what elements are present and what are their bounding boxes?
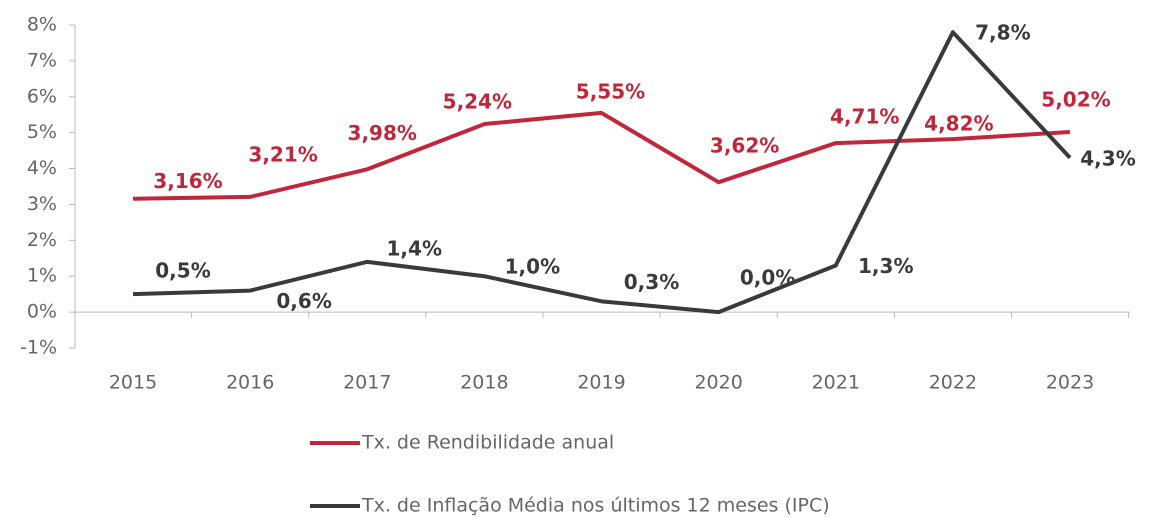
data-label: 0,5% (155, 259, 210, 283)
x-tick-label: 2023 (1046, 372, 1094, 394)
x-tick-label: 2019 (577, 372, 625, 394)
y-tick-label: 7% (27, 49, 57, 71)
y-tick-label: 6% (27, 85, 57, 107)
x-tick-label: 2017 (343, 372, 391, 394)
data-label: 0,6% (276, 289, 331, 313)
x-tick-label: 2022 (929, 372, 977, 394)
x-tick-label: 2018 (460, 372, 508, 394)
x-tick-label: 2021 (812, 372, 860, 394)
data-label: 1,3% (858, 254, 913, 278)
data-label: 4,3% (1080, 146, 1135, 170)
data-label: 0,3% (624, 270, 679, 294)
data-label: 7,8% (975, 21, 1030, 45)
x-tick-label: 2015 (109, 372, 157, 394)
x-tick-label: 2020 (694, 372, 742, 394)
series-line (132, 30, 1072, 315)
data-label: 4,71% (830, 105, 899, 129)
data-label: 3,16% (153, 169, 222, 193)
series-line (132, 110, 1071, 201)
data-label: 3,21% (248, 142, 317, 166)
data-label: 3,98% (348, 121, 417, 145)
data-label: 4,82% (924, 112, 993, 136)
y-tick-label: 5% (27, 121, 57, 143)
data-label: 1,4% (387, 236, 442, 260)
data-label: 5,02% (1041, 87, 1110, 111)
y-tick-label: -1% (20, 337, 57, 359)
y-tick-label: 4% (27, 157, 57, 179)
legend-label: Tx. de Rendibilidade anual (361, 432, 614, 454)
data-label: 1,0% (505, 255, 560, 279)
data-label: 5,24% (443, 90, 512, 114)
data-label: 0,0% (740, 266, 795, 290)
y-tick-label: 0% (27, 301, 57, 323)
y-tick-label: 3% (27, 193, 57, 215)
y-tick-label: 2% (27, 229, 57, 251)
x-tick-label: 2016 (226, 372, 274, 394)
data-label: 3,62% (710, 134, 779, 158)
y-tick-label: 8% (27, 14, 57, 36)
data-label: 5,55% (576, 79, 645, 103)
y-tick-label: 1% (27, 265, 57, 287)
legend-label: Tx. de Inflação Média nos últimos 12 mes… (361, 495, 830, 517)
